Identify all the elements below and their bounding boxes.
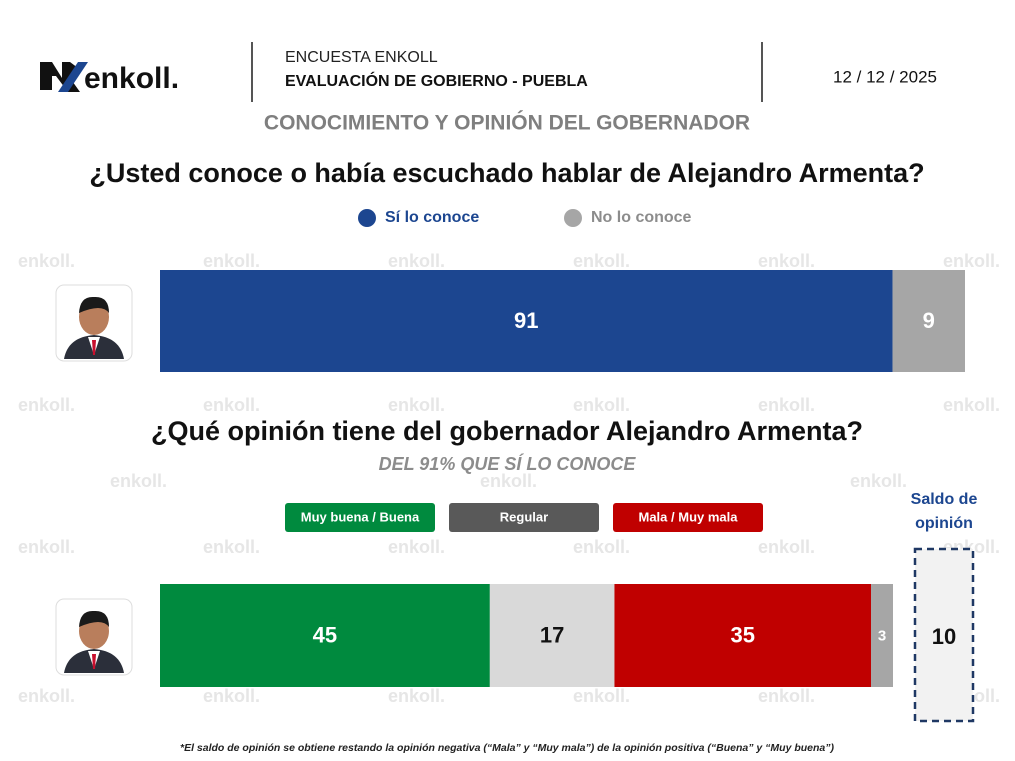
footnote: *El saldo de opinión se obtiene restando…	[180, 742, 835, 754]
watermark: enkoll.	[758, 395, 815, 415]
balance-label-line: opinión	[915, 515, 973, 532]
legend-label: Muy buena / Buena	[301, 509, 420, 524]
balance-label-line: Saldo de	[911, 491, 978, 508]
watermark: enkoll.	[943, 395, 1000, 415]
legend-dot	[358, 209, 376, 227]
watermark: enkoll.	[18, 251, 75, 271]
watermark: enkoll.	[758, 686, 815, 706]
watermark: enkoll.	[480, 471, 537, 491]
watermark: enkoll.	[18, 686, 75, 706]
watermark: enkoll.	[850, 471, 907, 491]
tie	[92, 340, 96, 355]
bar-value-label: 91	[514, 308, 538, 333]
watermark: enkoll.	[110, 471, 167, 491]
bar-segment	[871, 584, 893, 687]
watermark: enkoll.	[203, 686, 260, 706]
watermark: enkoll.	[758, 251, 815, 271]
legend-label: Mala / Muy mala	[639, 509, 739, 524]
legend-label: Regular	[500, 509, 548, 524]
legend-box	[285, 503, 435, 532]
bar-value-label: 9	[923, 308, 935, 333]
watermark: enkoll.	[388, 537, 445, 557]
balance-label: Saldo de opinión	[911, 491, 978, 532]
logo-accent	[58, 62, 88, 92]
tie	[92, 654, 96, 669]
report-name: EVALUACIÓN DE GOBIERNO - PUEBLA	[285, 71, 588, 90]
bar-segment	[489, 584, 615, 687]
survey-name: ENCUESTA ENKOLL	[285, 49, 438, 66]
hair	[79, 296, 109, 313]
watermark: enkoll.	[18, 395, 75, 415]
watermark: enkoll.	[573, 686, 630, 706]
watermark: enkoll.	[573, 395, 630, 415]
legend-label: No lo conoce	[591, 209, 692, 226]
chart-subtitle: DEL 91% QUE SÍ LO CONOCE	[379, 453, 637, 474]
bar-segment	[614, 584, 872, 687]
watermark: enkoll.	[388, 395, 445, 415]
legend-box	[449, 503, 599, 532]
bar-value-label: 3	[878, 627, 886, 644]
section-title: CONOCIMIENTO Y OPINIÓN DEL GOBERNADOR	[264, 111, 750, 135]
bar-segment	[160, 270, 893, 372]
hair	[79, 610, 109, 627]
legend-box	[613, 503, 763, 532]
bar-value-label: 45	[313, 622, 337, 647]
watermark: enkoll.	[573, 537, 630, 557]
chart-title: ¿Qué opinión tiene del gobernador Alejan…	[151, 416, 863, 446]
watermark: enkoll.	[203, 395, 260, 415]
portrait	[55, 284, 133, 362]
watermark: enkoll.	[758, 537, 815, 557]
watermark: enkoll.	[943, 251, 1000, 271]
watermark: enkoll.	[203, 251, 260, 271]
bar-segment	[892, 270, 965, 372]
watermark: enkoll.	[388, 686, 445, 706]
bar-value-label: 17	[540, 622, 564, 647]
balance-box	[913, 547, 975, 723]
watermark: enkoll.	[573, 251, 630, 271]
bar-value-label: 35	[730, 622, 754, 647]
watermark: enkoll.	[18, 537, 75, 557]
watermark: enkoll.	[203, 537, 260, 557]
balance-value: 10	[932, 624, 956, 649]
legend-label: Sí lo conoce	[385, 209, 479, 226]
chart-title: ¿Usted conoce o había escuchado hablar d…	[89, 158, 924, 188]
date: 12 / 12 / 2025	[833, 67, 937, 86]
legend-dot	[564, 209, 582, 227]
watermark: enkoll.	[388, 251, 445, 271]
portrait	[55, 598, 133, 676]
bar-segment	[160, 584, 490, 687]
logo-text: enkoll.	[84, 62, 179, 95]
